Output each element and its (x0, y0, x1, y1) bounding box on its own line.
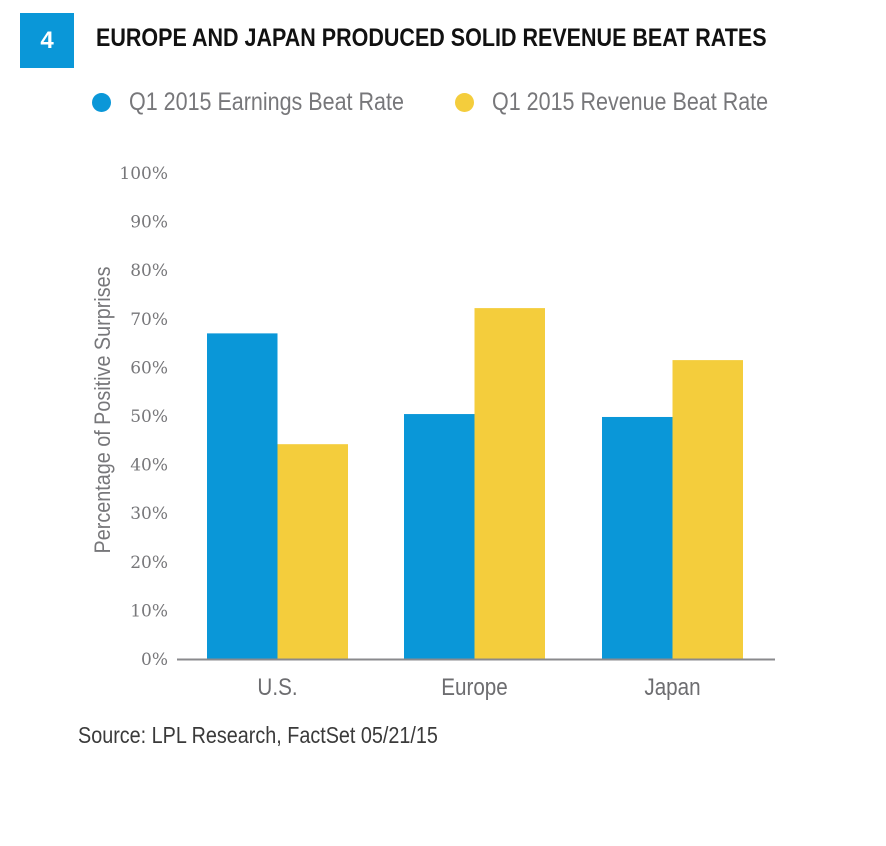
legend-item-revenue: Q1 2015 Revenue Beat Rate (454, 88, 813, 117)
legend-marker-earnings (92, 93, 111, 112)
bar-earnings-us (207, 333, 278, 659)
y-tick-label: 10% (130, 601, 168, 621)
y-tick-label: 0% (141, 650, 168, 670)
bar-revenue-us (277, 444, 348, 659)
y-tick-label: 80% (130, 261, 168, 281)
y-tick-label: 20% (130, 553, 168, 573)
x-category-label: Japan (644, 674, 700, 701)
legend-item-earnings: Q1 2015 Earnings Beat Rate (92, 88, 449, 117)
legend: Q1 2015 Earnings Beat Rate Q1 2015 Reven… (92, 88, 849, 117)
y-tick-label: 100% (119, 164, 168, 184)
figure-number-badge: 4 (20, 13, 74, 68)
chart-title: EUROPE AND JAPAN PRODUCED SOLID REVENUE … (96, 24, 767, 52)
legend-marker-revenue (454, 93, 474, 112)
source-note: Source: LPL Research, FactSet 05/21/15 (78, 722, 438, 748)
x-category-label: U.S. (257, 674, 297, 701)
y-axis-label: Percentage of Positive Surprises (91, 267, 115, 554)
bar-earnings-europe (404, 414, 475, 659)
x-category-label: Europe (441, 674, 508, 701)
y-tick-label: 30% (130, 504, 168, 524)
y-tick-label: 70% (130, 310, 168, 330)
y-tick-label: 90% (130, 213, 168, 233)
y-tick-label: 60% (130, 358, 168, 378)
x-axis-categories: U.S. Europe Japan (257, 674, 700, 701)
legend-label-earnings: Q1 2015 Earnings Beat Rate (129, 88, 404, 116)
bar-earnings-japan (602, 416, 673, 659)
legend-label-revenue: Q1 2015 Revenue Beat Rate (491, 88, 768, 116)
bar-revenue-europe (474, 308, 545, 659)
y-tick-label: 40% (130, 456, 168, 476)
bars (207, 308, 743, 659)
y-axis-ticks: 0% 10% 20% 30% 40% 50% 60% 70% 80% 90% 100% (119, 164, 168, 670)
y-tick-label: 50% (130, 407, 168, 427)
bar-revenue-japan (672, 360, 743, 659)
